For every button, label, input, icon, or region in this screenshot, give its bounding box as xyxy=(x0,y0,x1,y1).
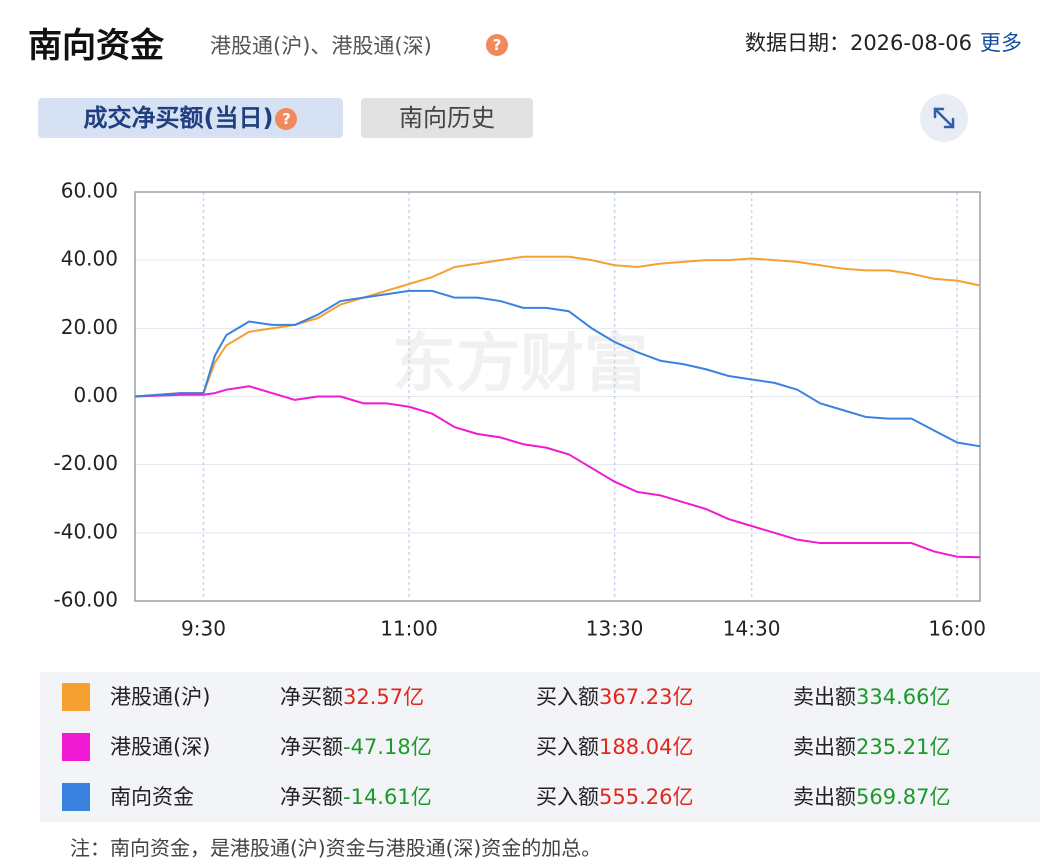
net-value: -14.61亿 xyxy=(343,785,432,809)
y-tick-label: -60.00 xyxy=(54,588,118,612)
x-tick-label: 14:30 xyxy=(723,617,781,641)
net-cell: 净买额-14.61亿 xyxy=(280,772,432,822)
sell-label: 卖出额 xyxy=(793,735,856,759)
subtitle: 港股通(沪)、港股通(深) xyxy=(210,34,432,58)
buy-value: 555.26亿 xyxy=(599,785,694,809)
tab-label: 南向历史 xyxy=(399,104,495,132)
y-tick-label: 20.00 xyxy=(61,315,118,339)
sell-value: 334.66亿 xyxy=(856,685,951,709)
x-tick-label: 11:00 xyxy=(380,617,438,641)
net-value: 32.57亿 xyxy=(343,685,425,709)
legend-swatch xyxy=(62,683,90,711)
chart: 东方财富 60.00 40.00 20.00 0.00 -20.00 -40.00 -60.… xyxy=(54,179,986,641)
buy-label: 买入额 xyxy=(536,735,599,759)
sell-label: 卖出额 xyxy=(793,785,856,809)
buy-cell: 买入额367.23亿 xyxy=(536,672,693,722)
tab-active[interactable]: 成交净买额(当日)? xyxy=(38,98,343,138)
buy-value: 367.23亿 xyxy=(599,685,694,709)
help-icon[interactable]: ? xyxy=(486,34,508,56)
legend-label: 港股通(深) xyxy=(110,735,211,759)
net-cell: 净买额32.57亿 xyxy=(280,672,424,722)
sell-label: 卖出额 xyxy=(793,685,856,709)
net-cell: 净买额-47.18亿 xyxy=(280,722,432,772)
help-icon[interactable]: ? xyxy=(275,108,298,130)
buy-label: 买入额 xyxy=(536,685,599,709)
expand-icon xyxy=(933,107,955,129)
net-label: 净买额 xyxy=(280,735,343,759)
y-tick-label: 60.00 xyxy=(61,179,118,203)
buy-cell: 买入额188.04亿 xyxy=(536,722,693,772)
net-value: -47.18亿 xyxy=(343,735,432,759)
sell-cell: 卖出额334.66亿 xyxy=(793,672,950,722)
title: 南向资金 xyxy=(28,26,164,66)
watermark: 东方财富 xyxy=(392,328,648,402)
data-date: 数据日期：2026-08-06 xyxy=(744,31,972,55)
series-line xyxy=(134,255,981,398)
buy-label: 买入额 xyxy=(536,785,599,809)
legend-row: 南向资金 净买额-14.61亿 买入额555.26亿 卖出额569.87亿 xyxy=(40,772,1040,822)
legend-label: 港股通(沪) xyxy=(110,685,211,709)
note: 注：南向资金，是港股通(沪)资金与港股通(深)资金的加总。 xyxy=(70,836,602,860)
net-label: 净买额 xyxy=(280,785,343,809)
legend-swatch xyxy=(62,733,90,761)
tab[interactable]: 南向历史 xyxy=(361,98,533,138)
legend-label: 南向资金 xyxy=(110,785,194,809)
legend-row: 港股通(沪) 净买额32.57亿 买入额367.23亿 卖出额334.66亿 xyxy=(40,672,1040,722)
summary-table: 港股通(沪) 净买额32.57亿 买入额367.23亿 卖出额334.66亿 港股通(深… xyxy=(40,672,1040,822)
x-tick-label: 16:00 xyxy=(928,617,986,641)
buy-cell: 买入额555.26亿 xyxy=(536,772,693,822)
y-tick-label: 40.00 xyxy=(61,247,118,271)
x-tick-label: 9:30 xyxy=(181,617,226,641)
sell-value: 569.87亿 xyxy=(856,785,951,809)
y-tick-label: -40.00 xyxy=(54,519,118,543)
tab-label: 成交净买额(当日) xyxy=(83,104,274,132)
expand-button[interactable] xyxy=(920,94,968,142)
x-tick-label: 13:30 xyxy=(586,617,644,641)
sell-cell: 卖出额235.21亿 xyxy=(793,722,950,772)
legend-row: 港股通(深) 净买额-47.18亿 买入额188.04亿 卖出额235.21亿 xyxy=(40,722,1040,772)
y-tick-label: -20.00 xyxy=(54,451,118,475)
buy-value: 188.04亿 xyxy=(599,735,694,759)
legend-swatch xyxy=(62,783,90,811)
net-label: 净买额 xyxy=(280,685,343,709)
series-line xyxy=(134,385,981,559)
more-link[interactable]: 更多 xyxy=(980,31,1022,55)
sell-cell: 卖出额569.87亿 xyxy=(793,772,950,822)
y-tick-label: 0.00 xyxy=(73,383,118,407)
sell-value: 235.21亿 xyxy=(856,735,951,759)
series-line xyxy=(134,289,981,448)
